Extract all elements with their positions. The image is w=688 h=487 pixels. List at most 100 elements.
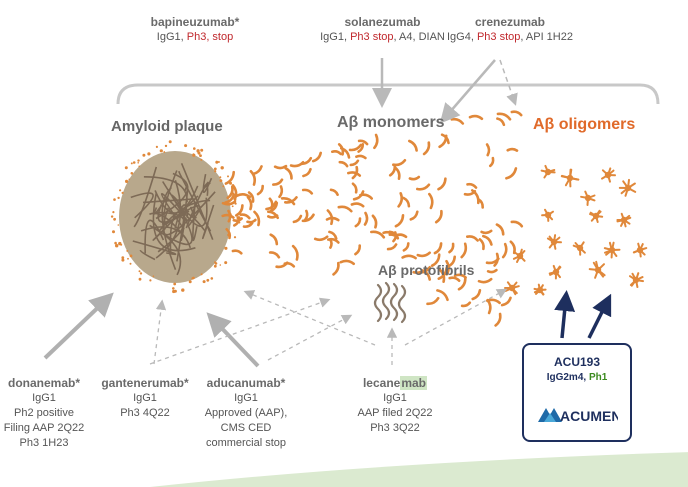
plaque-dot xyxy=(200,158,203,161)
monomer-mark xyxy=(496,117,506,127)
plaque-dot xyxy=(125,179,129,183)
plaque-fiber xyxy=(161,186,177,270)
plaque-dot xyxy=(164,144,168,148)
plaque-fiber xyxy=(180,162,214,240)
plaque-dot xyxy=(121,256,125,260)
monomer-mark xyxy=(397,192,404,208)
monomer-mark xyxy=(486,298,501,305)
monomer-mark xyxy=(460,301,472,308)
monomer-mark xyxy=(426,296,440,306)
plaque-dot xyxy=(155,145,158,148)
monomer-mark xyxy=(239,213,251,220)
monomer-mark xyxy=(272,178,284,186)
monomer-mark xyxy=(416,183,431,191)
monomer-mark xyxy=(371,214,378,229)
monomer-mark xyxy=(363,211,369,226)
monomer-mark xyxy=(235,193,252,199)
monomer-mark xyxy=(394,233,408,239)
drug-line: CMS CED xyxy=(220,422,272,434)
plaque-dot xyxy=(132,161,136,164)
monomer-mark xyxy=(478,238,485,251)
drug-name: lecanemab xyxy=(362,376,428,390)
plaque-dot xyxy=(149,279,152,282)
acu193-box: ACU193 IgG2m4, Ph1 ACUMEN xyxy=(522,343,632,442)
arrow-aducanumab-monomers xyxy=(267,314,353,361)
monomer-mark xyxy=(373,133,379,150)
amyloid-plaque-title: Amyloid plaque xyxy=(111,118,223,135)
drug-solanezumab: solanezumab IgG1, Ph3 stop, A4, DIAN xyxy=(315,15,450,45)
monomer-mark xyxy=(246,196,253,211)
plaque-dot xyxy=(121,258,125,262)
monomer-mark xyxy=(354,244,362,256)
monomer-mark xyxy=(328,230,338,240)
arrow-acu193-left xyxy=(554,290,576,339)
monomer-mark xyxy=(357,143,365,153)
plaque-dot xyxy=(163,151,166,153)
plaque-dot xyxy=(129,262,132,265)
drug-line: AAP filed 2Q22 xyxy=(357,407,433,419)
oligomer-cluster xyxy=(504,164,648,296)
monomer-mark xyxy=(350,202,365,208)
oligomer-mark xyxy=(603,241,621,259)
monomers-title: Aβ monomers xyxy=(337,114,445,131)
monomer-mark xyxy=(394,166,401,180)
plaque-dot xyxy=(231,205,234,208)
monomer-mark xyxy=(231,184,238,201)
monomer-mark xyxy=(225,228,232,240)
drug-name: crenezumab xyxy=(474,15,546,29)
plaque-dot xyxy=(227,175,229,178)
monomer-mark xyxy=(482,234,493,246)
drug-aducanumab: aducanumab* IgG1 Approved (AAP), CMS CED… xyxy=(196,376,296,451)
monomer-mark xyxy=(338,160,349,168)
amyloid-plaque xyxy=(110,140,241,294)
plaque-dot xyxy=(202,280,206,284)
monomer-mark xyxy=(510,110,523,117)
monomer-mark xyxy=(329,188,339,196)
plaque-dot xyxy=(121,191,124,194)
monomer-mark xyxy=(466,235,479,242)
plaque-fiber xyxy=(192,201,198,241)
monomer-mark xyxy=(340,147,351,159)
drug-name: solanezumab xyxy=(344,15,421,29)
monomer-mark xyxy=(422,141,431,156)
plaque-fiber xyxy=(155,180,182,259)
plaque-dot xyxy=(168,140,172,144)
monomer-mark xyxy=(339,259,355,266)
plaque-dot xyxy=(222,185,225,188)
oligomer-mark xyxy=(504,281,520,296)
plaque-dot xyxy=(138,270,141,273)
arrow-donanemab xyxy=(43,292,114,360)
plaque-dot xyxy=(128,178,131,181)
monomer-mark xyxy=(284,196,298,204)
monomer-mark xyxy=(477,198,485,209)
monomer-mark xyxy=(408,175,421,181)
drug-name: bapineuzumab* xyxy=(150,15,240,29)
monomer-mark xyxy=(496,112,512,121)
monomer-mark xyxy=(357,139,369,146)
plaque-dot xyxy=(219,176,222,179)
monomer-mark xyxy=(302,167,312,178)
plaque-dot xyxy=(139,272,143,275)
plaque-dot xyxy=(173,282,177,286)
arrow-lecanemab-oligomers xyxy=(404,288,508,346)
arrow-gantenerumab-monomers xyxy=(149,297,331,365)
oligomer-mark xyxy=(533,283,547,296)
monomer-mark xyxy=(501,242,508,259)
monomer-mark xyxy=(402,242,410,252)
monomer-mark xyxy=(269,201,279,213)
plaque-dot xyxy=(200,273,203,276)
monomer-mark xyxy=(278,185,284,199)
monomer-mark xyxy=(355,154,367,160)
oligomer-mark xyxy=(616,212,632,228)
acu193-info: IgG2m4, Ph1 xyxy=(546,372,608,383)
drug-line: Ph2 positive xyxy=(14,407,74,419)
oligomer-mark xyxy=(512,248,526,263)
monomer-mark xyxy=(468,114,484,121)
monomer-mark xyxy=(224,170,235,185)
plaque-dot xyxy=(213,264,217,268)
monomer-mark xyxy=(311,151,322,163)
plaque-dot xyxy=(214,170,217,173)
drug-line: Ph3 3Q22 xyxy=(370,422,420,434)
monomer-mark xyxy=(351,182,358,194)
